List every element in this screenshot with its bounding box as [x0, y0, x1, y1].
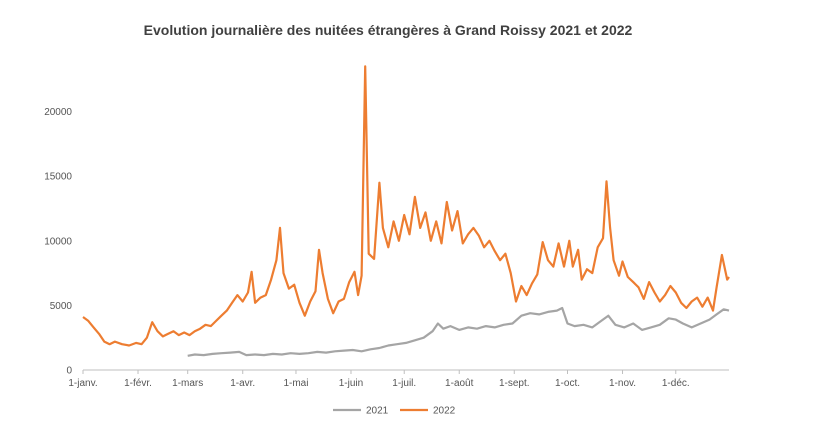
x-tick-label: 1-juin — [339, 378, 363, 389]
x-axis: 1-janv. 1-févr. 1-mars 1-avr. 1-mai 1-juin 1-j… — [68, 369, 729, 389]
x-tick-label: 1-avr. — [230, 378, 255, 389]
legend-label-2021: 2021 — [366, 406, 389, 417]
x-tick-label: 1-juil. — [392, 378, 416, 389]
x-tick-label: 1-janv. — [68, 378, 97, 389]
legend: 2021 2022 — [333, 406, 456, 417]
y-tick-label: 10000 — [44, 236, 72, 247]
x-tick-label: 1-oct. — [555, 378, 580, 389]
x-tick-label: 1-mars — [172, 378, 203, 389]
x-tick-label: 1-sept. — [499, 378, 530, 389]
x-tick-label: 1-août — [445, 378, 474, 389]
chart-title: Evolution journalière des nuitées étrang… — [144, 22, 633, 38]
y-tick-label: 20000 — [44, 107, 72, 118]
y-tick-label: 5000 — [50, 301, 73, 312]
legend-label-2022: 2022 — [433, 406, 456, 417]
y-tick-label: 0 — [66, 366, 72, 377]
x-tick-label: 1-mai — [283, 378, 308, 389]
plot-area — [82, 65, 730, 357]
x-tick-label: 1-déc. — [662, 378, 690, 389]
y-tick-label: 15000 — [44, 172, 72, 183]
y-axis: 0 5000 10000 15000 20000 — [44, 107, 72, 376]
series-line-2022 — [82, 65, 730, 347]
x-tick-label: 1-nov. — [609, 378, 636, 389]
x-tick-label: 1-févr. — [124, 378, 152, 389]
series-line-2021 — [187, 306, 730, 357]
